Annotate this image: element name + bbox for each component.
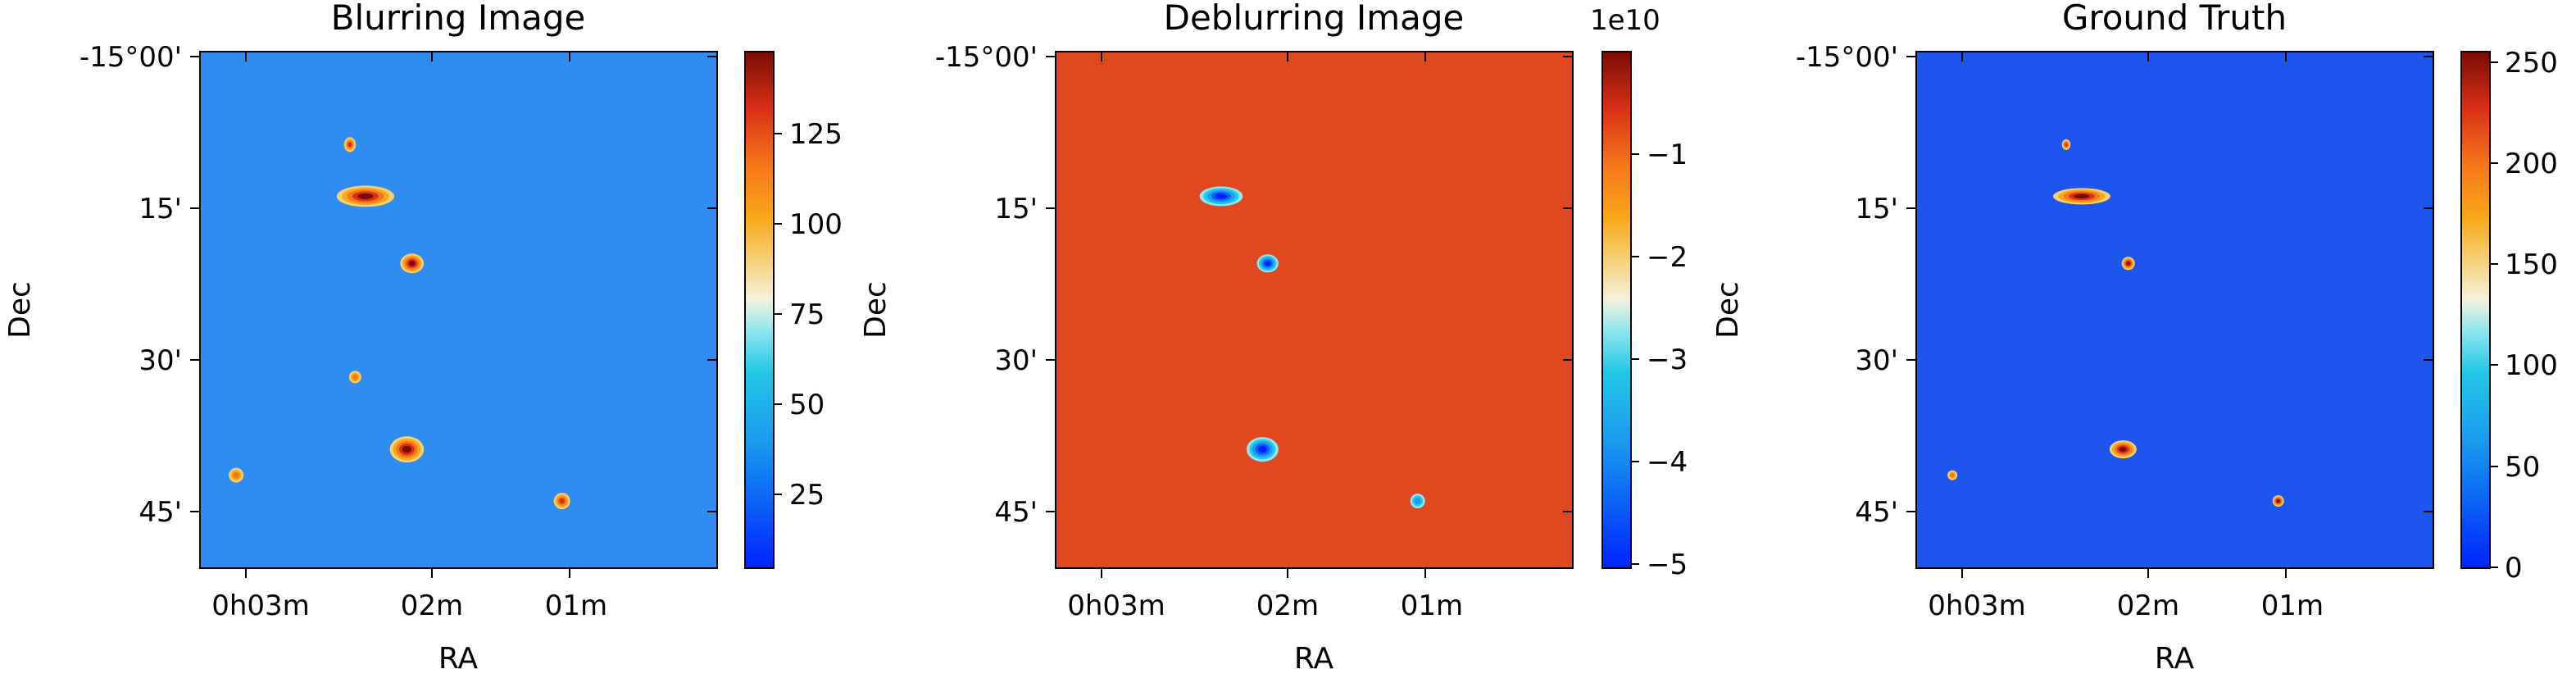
colorbar-tick-label: −3 bbox=[1647, 344, 1688, 376]
image-frame bbox=[199, 51, 718, 569]
image-background bbox=[1056, 52, 1573, 568]
colorbar-tick-label: 50 bbox=[2505, 451, 2540, 484]
source-mark bbox=[1215, 193, 1228, 199]
colorbar-tick-label: −4 bbox=[1647, 446, 1688, 479]
source-mark bbox=[1258, 446, 1267, 453]
tick-marks bbox=[190, 52, 717, 578]
y-tick-label: 45' bbox=[139, 496, 182, 529]
colorbar-ticks bbox=[1631, 153, 1639, 565]
source-mark bbox=[402, 445, 412, 453]
x-tick-label: 0h03m bbox=[211, 589, 310, 622]
y-tick-label: 15' bbox=[1855, 193, 1898, 225]
colorbar-tick-label: 50 bbox=[789, 389, 825, 421]
source-mark bbox=[2276, 499, 2280, 503]
source-mark bbox=[1414, 498, 1421, 504]
chart-title: Blurring Image bbox=[331, 0, 586, 38]
y-tick-label: 30' bbox=[1855, 344, 1898, 377]
image-area bbox=[1056, 52, 1573, 568]
tick-marks bbox=[1906, 52, 2433, 578]
colorbar-label: Dec bbox=[1711, 281, 1745, 339]
colorbar-tick-label: −1 bbox=[1647, 139, 1688, 171]
colorbar-tick-label: 150 bbox=[2505, 248, 2558, 281]
colorbar-tick-label: 100 bbox=[789, 208, 843, 241]
source-mark bbox=[352, 374, 358, 380]
colorbar-tick-label: 250 bbox=[2505, 47, 2558, 80]
panel-blurring: Blurring Image -15°00' 15' 30' 45' 0h03m… bbox=[3, 0, 893, 676]
y-tick-label: 45' bbox=[994, 496, 1038, 529]
colorbar-tick-label: 100 bbox=[2505, 349, 2558, 382]
x-tick-label: 02m bbox=[2117, 589, 2179, 622]
tick-marks bbox=[1046, 52, 1573, 578]
y-tick-label: -15°00' bbox=[935, 41, 1038, 74]
image-background bbox=[200, 52, 717, 568]
panel-ground-truth: Ground Truth -15°00' 15' 30' 45' 0h03m 0… bbox=[1796, 0, 2558, 676]
y-axis-label: Dec bbox=[3, 281, 37, 339]
panel-deblurring: Deblurring Image -15°00' 15' 30' 45' 0h0… bbox=[935, 0, 1745, 676]
colorbar-ticks bbox=[774, 133, 782, 495]
source-mark bbox=[559, 498, 566, 504]
source-mark bbox=[2065, 143, 2068, 147]
chart-title: Ground Truth bbox=[2062, 0, 2287, 38]
source-mark bbox=[233, 471, 240, 479]
x-tick-label: 01m bbox=[545, 589, 607, 622]
source-mark bbox=[2126, 262, 2130, 266]
source-mark bbox=[2119, 447, 2127, 453]
colorbar bbox=[1601, 51, 1632, 569]
x-axis-label: RA bbox=[2155, 642, 2195, 676]
image-frame bbox=[1055, 51, 1574, 569]
image-background bbox=[1916, 52, 2433, 568]
y-tick-label: 45' bbox=[1855, 496, 1898, 529]
x-axis-label: RA bbox=[438, 642, 479, 676]
x-axis-label: RA bbox=[1294, 642, 1334, 676]
colorbar-tick-label: 25 bbox=[789, 479, 825, 512]
colorbar bbox=[744, 51, 775, 569]
y-tick-label: 30' bbox=[139, 344, 182, 377]
x-tick-label: 0h03m bbox=[1928, 589, 2026, 622]
colorbar-tick-label: −2 bbox=[1647, 241, 1688, 274]
y-tick-label: 15' bbox=[994, 193, 1038, 225]
y-tick-label: 15' bbox=[139, 193, 182, 225]
y-tick-label: -15°00' bbox=[1796, 41, 1898, 74]
source-mark bbox=[348, 142, 352, 148]
x-tick-label: 01m bbox=[2261, 589, 2324, 622]
chart-title: Deblurring Image bbox=[1164, 0, 1465, 38]
colorbar-tick-label: 75 bbox=[789, 298, 825, 331]
source-mark bbox=[1265, 261, 1271, 266]
colorbar-tick-label: 125 bbox=[789, 118, 843, 151]
image-area bbox=[200, 52, 717, 568]
x-tick-label: 0h03m bbox=[1067, 589, 1165, 622]
colorbar-tick-label: −5 bbox=[1647, 548, 1688, 581]
colorbar-offset: 1e10 bbox=[1590, 4, 1661, 37]
colorbar-ticks bbox=[2490, 61, 2498, 568]
source-mark bbox=[2074, 193, 2090, 199]
source-mark bbox=[408, 261, 416, 266]
colorbar-tick-label: 200 bbox=[2505, 148, 2558, 180]
x-tick-label: 02m bbox=[1256, 589, 1319, 622]
y-tick-label: 30' bbox=[994, 344, 1038, 377]
colorbar-label: Dec bbox=[859, 281, 893, 339]
source-mark bbox=[357, 193, 374, 199]
x-tick-label: 01m bbox=[1401, 589, 1463, 622]
x-tick-label: 02m bbox=[401, 589, 463, 622]
source-mark bbox=[1950, 473, 1955, 478]
image-frame bbox=[1915, 51, 2434, 569]
image-area bbox=[1916, 52, 2433, 568]
colorbar bbox=[2460, 51, 2491, 569]
y-tick-label: -15°00' bbox=[80, 41, 182, 74]
colorbar-tick-label: 0 bbox=[2505, 552, 2523, 585]
